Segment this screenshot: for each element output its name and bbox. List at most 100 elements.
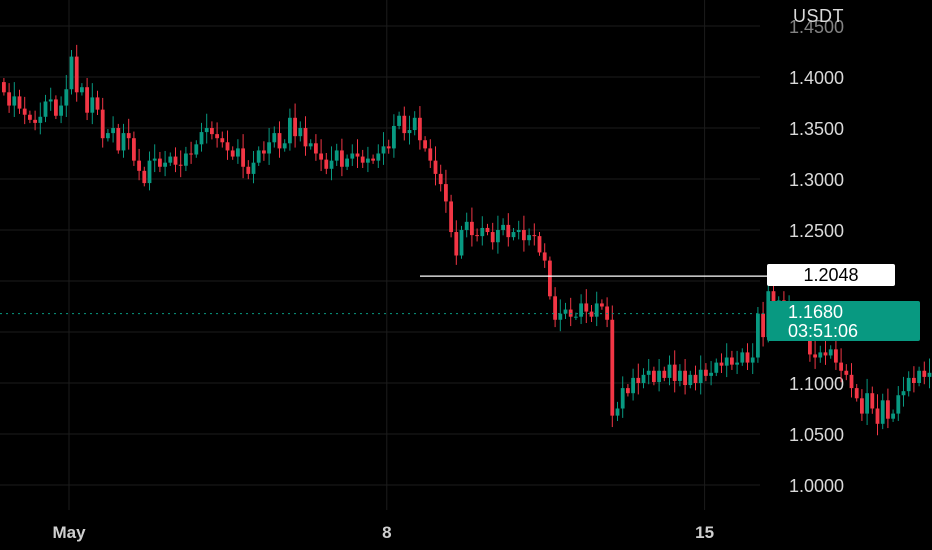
candle-down[interactable]	[568, 309, 573, 317]
candle-up[interactable]	[80, 87, 84, 93]
candle-up[interactable]	[272, 133, 277, 143]
candle-up[interactable]	[288, 117, 292, 144]
candle-up[interactable]	[927, 372, 932, 377]
candle-up[interactable]	[750, 357, 755, 363]
candle-up[interactable]	[631, 377, 635, 394]
candle-down[interactable]	[449, 201, 453, 233]
candle-up[interactable]	[480, 227, 485, 237]
candle-down[interactable]	[693, 374, 698, 383]
candle-down[interactable]	[490, 232, 495, 243]
candle-down[interactable]	[813, 354, 817, 358]
candle-down[interactable]	[672, 364, 677, 381]
candle-down[interactable]	[761, 313, 765, 338]
candle-down[interactable]	[158, 158, 162, 167]
candle-down[interactable]	[433, 160, 438, 174]
candle-up[interactable]	[38, 116, 43, 123]
candle-down[interactable]	[324, 159, 329, 169]
candle-up[interactable]	[199, 132, 204, 145]
candle-up[interactable]	[163, 162, 167, 167]
candle-up[interactable]	[714, 362, 719, 373]
candle-up[interactable]	[59, 105, 63, 116]
candle-down[interactable]	[600, 303, 604, 307]
candle-up[interactable]	[563, 309, 568, 314]
candle-down[interactable]	[834, 349, 838, 363]
candle-down[interactable]	[444, 184, 448, 202]
candle-down[interactable]	[605, 306, 609, 320]
candle-up[interactable]	[256, 150, 261, 163]
candle-down[interactable]	[553, 296, 557, 320]
candle-up[interactable]	[334, 150, 339, 161]
candle-up[interactable]	[641, 374, 646, 383]
candle-up[interactable]	[657, 370, 661, 382]
candle-down[interactable]	[95, 97, 100, 110]
candle-up[interactable]	[397, 115, 401, 126]
candle-up[interactable]	[646, 370, 651, 375]
candle-down[interactable]	[485, 227, 490, 233]
candle-down[interactable]	[610, 319, 615, 416]
candle-down[interactable]	[506, 224, 511, 238]
candle-down[interactable]	[454, 232, 459, 256]
candle-down[interactable]	[589, 311, 594, 317]
candle-up[interactable]	[345, 158, 349, 167]
candle-up[interactable]	[12, 96, 17, 106]
candle-up[interactable]	[896, 395, 901, 414]
candle-up[interactable]	[69, 56, 74, 90]
candle-down[interactable]	[584, 303, 589, 312]
candle-down[interactable]	[241, 148, 245, 167]
candle-down[interactable]	[532, 235, 537, 237]
candle-up[interactable]	[594, 303, 599, 317]
candle-up[interactable]	[740, 352, 745, 363]
candle-up[interactable]	[251, 162, 256, 174]
candle-up[interactable]	[267, 142, 271, 154]
candle-up[interactable]	[106, 133, 110, 139]
candle-down[interactable]	[823, 352, 828, 356]
candle-down[interactable]	[548, 260, 552, 297]
candle-down[interactable]	[277, 133, 282, 149]
candle-down[interactable]	[2, 82, 6, 93]
candle-down[interactable]	[314, 143, 318, 154]
candle-down[interactable]	[423, 140, 427, 149]
candle-down[interactable]	[704, 369, 708, 376]
candle-down[interactable]	[371, 158, 375, 161]
candle-down[interactable]	[542, 252, 547, 261]
candle-up[interactable]	[678, 370, 682, 381]
candle-down[interactable]	[662, 370, 667, 378]
candle-down[interactable]	[85, 87, 89, 113]
candle-down[interactable]	[100, 109, 105, 139]
candle-down[interactable]	[402, 115, 407, 134]
candle-up[interactable]	[111, 128, 115, 134]
candle-up[interactable]	[392, 125, 396, 149]
candle-down[interactable]	[386, 146, 391, 149]
candle-down[interactable]	[210, 128, 214, 135]
candle-down[interactable]	[875, 408, 880, 424]
candle-down[interactable]	[844, 370, 849, 375]
candle-down[interactable]	[475, 235, 479, 237]
candle-up[interactable]	[204, 128, 209, 133]
candle-up[interactable]	[527, 235, 531, 241]
candle-down[interactable]	[230, 150, 235, 157]
candle-down[interactable]	[428, 148, 433, 161]
candle-down[interactable]	[683, 370, 687, 386]
candle-up[interactable]	[194, 144, 199, 155]
candle-up[interactable]	[152, 158, 157, 161]
candle-down[interactable]	[28, 114, 32, 120]
candle-up[interactable]	[511, 232, 516, 238]
candle-down[interactable]	[178, 164, 183, 166]
candle-down[interactable]	[116, 128, 121, 151]
candle-down[interactable]	[886, 400, 890, 419]
candle-down[interactable]	[215, 134, 219, 139]
candle-up[interactable]	[818, 352, 823, 358]
candle-up[interactable]	[501, 224, 505, 230]
candle-down[interactable]	[225, 142, 230, 151]
candle-up[interactable]	[901, 391, 906, 396]
candle-down[interactable]	[303, 128, 308, 147]
candle-up[interactable]	[709, 372, 713, 376]
candle-up[interactable]	[698, 369, 703, 383]
candle-down[interactable]	[220, 138, 225, 143]
candle-down[interactable]	[33, 119, 37, 123]
candle-up[interactable]	[615, 408, 620, 416]
candle-up[interactable]	[168, 156, 173, 163]
candle-up[interactable]	[891, 413, 895, 419]
